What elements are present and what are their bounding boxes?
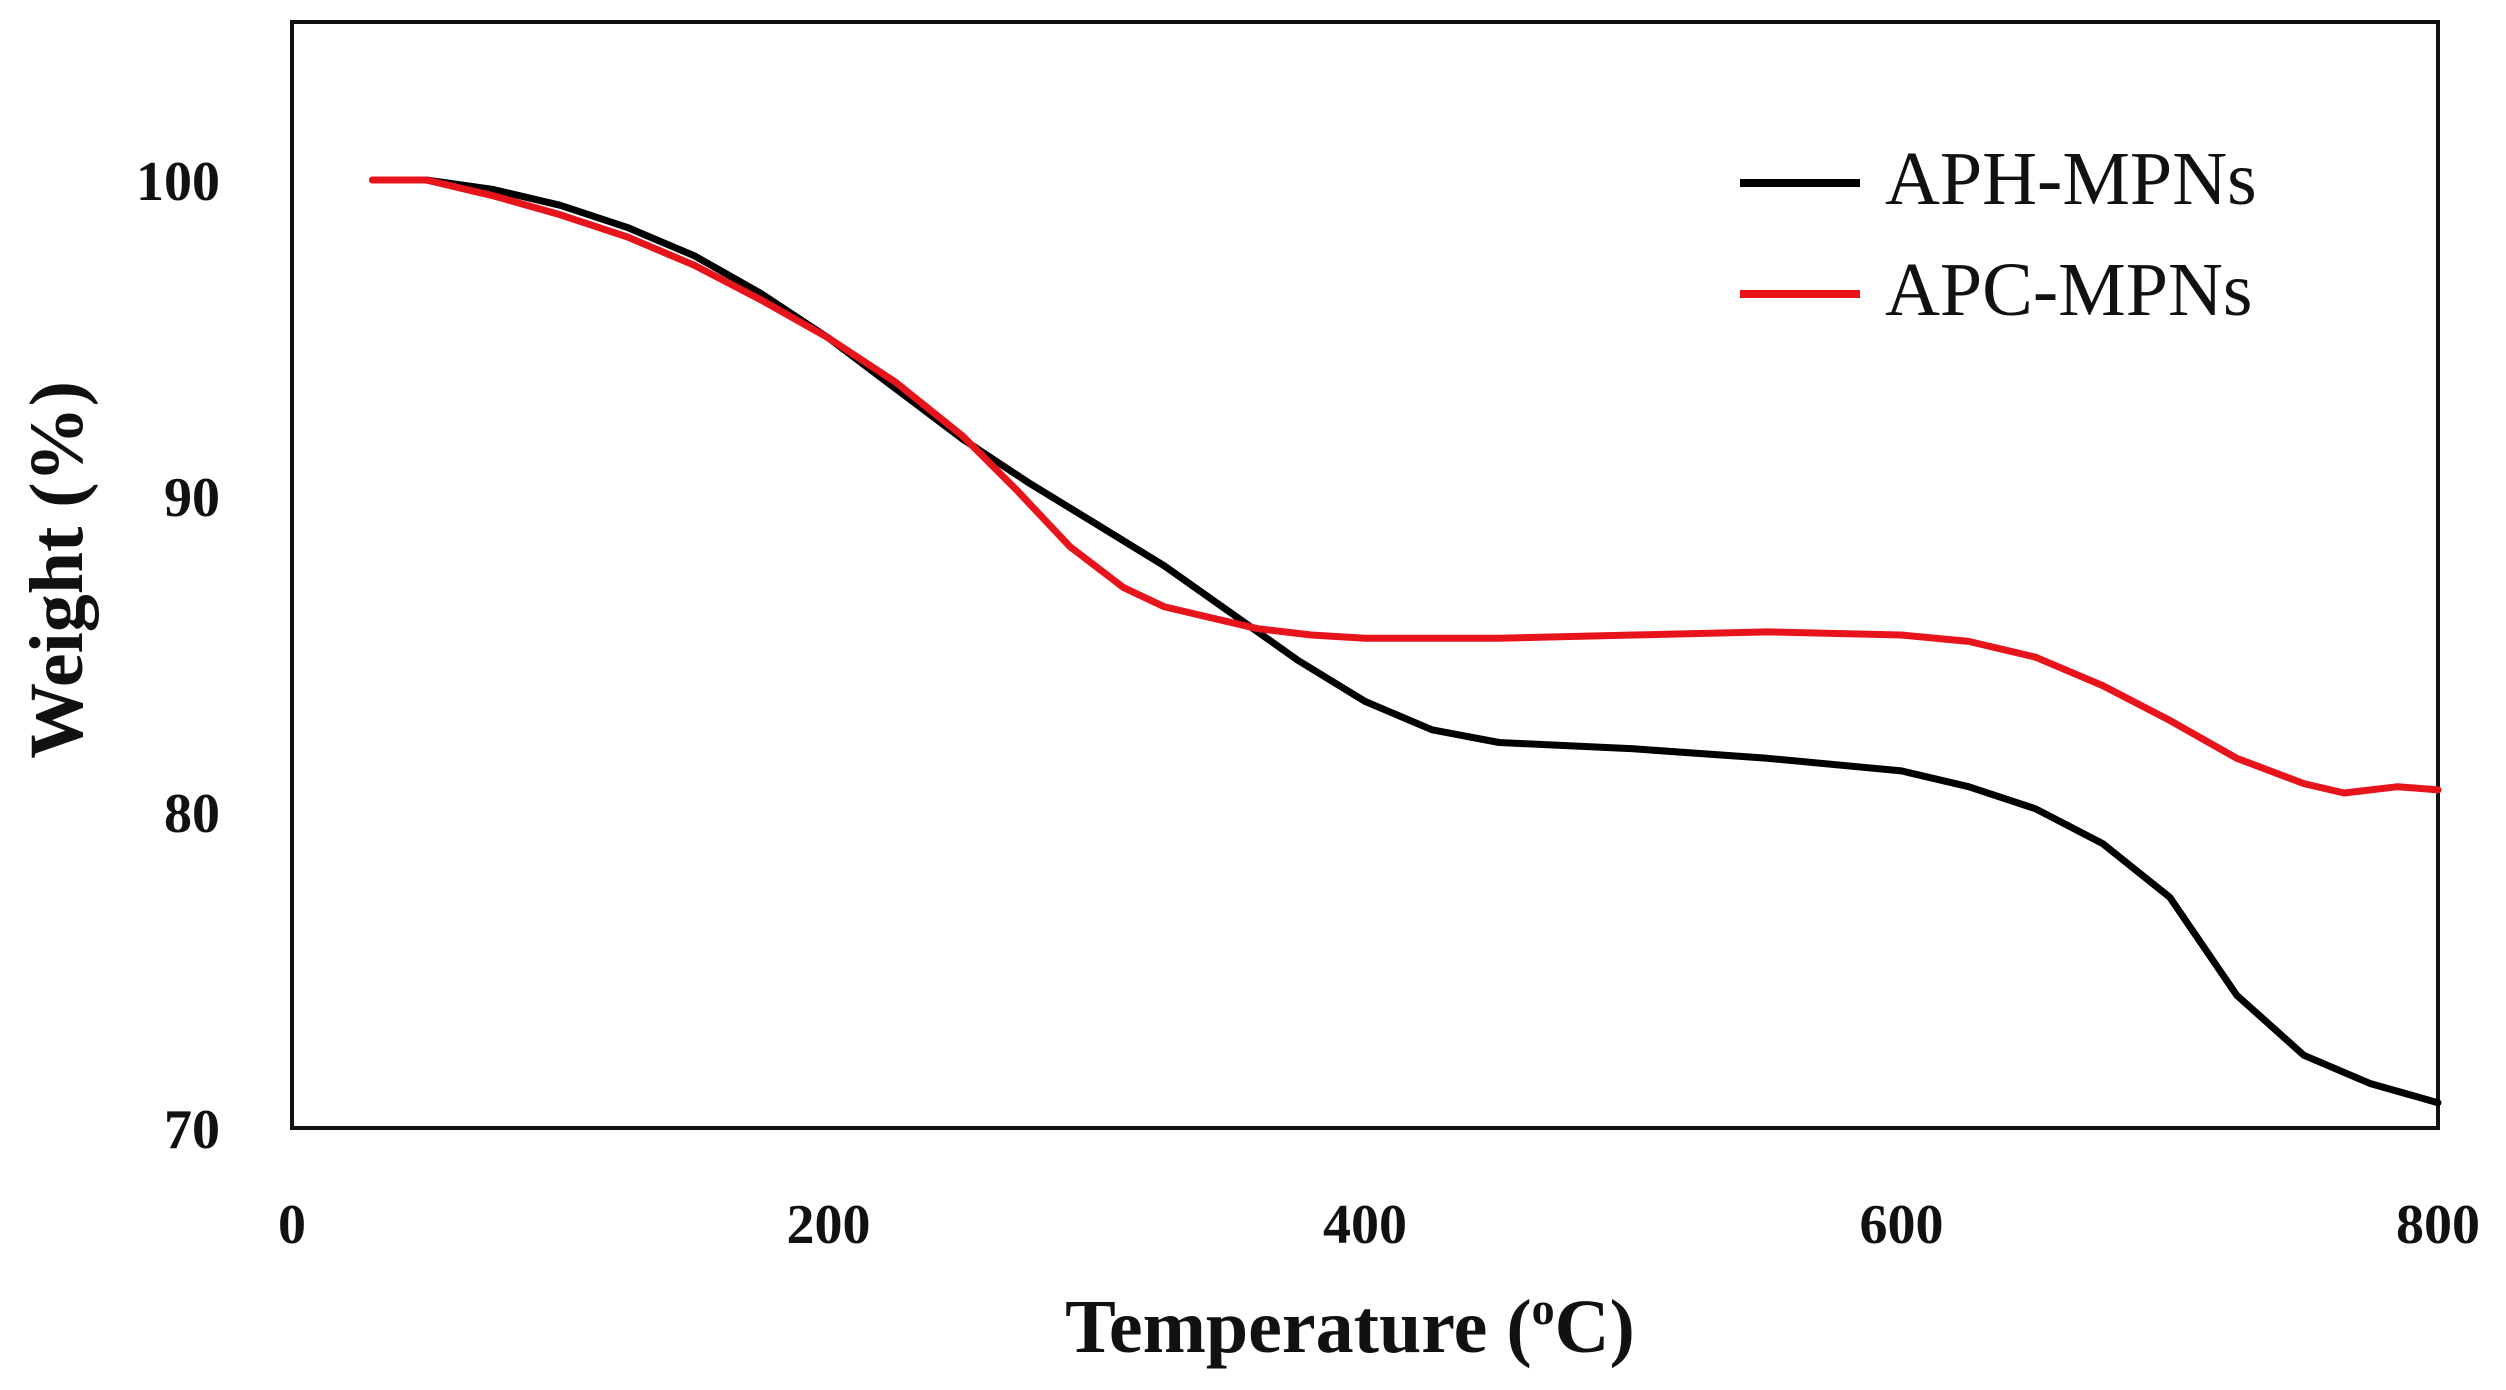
x-tick-label: 600: [1860, 1194, 1944, 1256]
y-tick-label: 100: [136, 151, 220, 213]
y-tick-label: 80: [164, 783, 220, 845]
x-tick-label: 0: [278, 1194, 306, 1256]
plot-frame: [290, 20, 2440, 1130]
x-axis-ticks: 0 200 400 600 800: [278, 1194, 2480, 1256]
series-line-apc-mpns: [369, 176, 2442, 797]
x-tick-label: 800: [2396, 1194, 2480, 1256]
legend-label-apc-mpns: APC-MPNs: [1885, 248, 2252, 332]
x-tick-label: 400: [1323, 1194, 1407, 1256]
y-axis-ticks: 70 80 90 100: [136, 151, 220, 1161]
x-axis-title: Temperature (oC): [1065, 1283, 1635, 1369]
x-axis-title-superscript: o: [1532, 1283, 1555, 1334]
y-tick-label: 90: [164, 467, 220, 529]
y-axis-title: Weight (%): [15, 381, 99, 759]
x-tick-label: 200: [787, 1194, 871, 1256]
y-tick-label: 70: [164, 1099, 220, 1161]
series-line-aph-mpns: [369, 176, 2442, 1107]
legend: APH-MPNs APC-MPNs: [1740, 137, 2257, 332]
legend-label-aph-mpns: APH-MPNs: [1885, 137, 2257, 221]
series-layer: [369, 176, 2442, 1107]
